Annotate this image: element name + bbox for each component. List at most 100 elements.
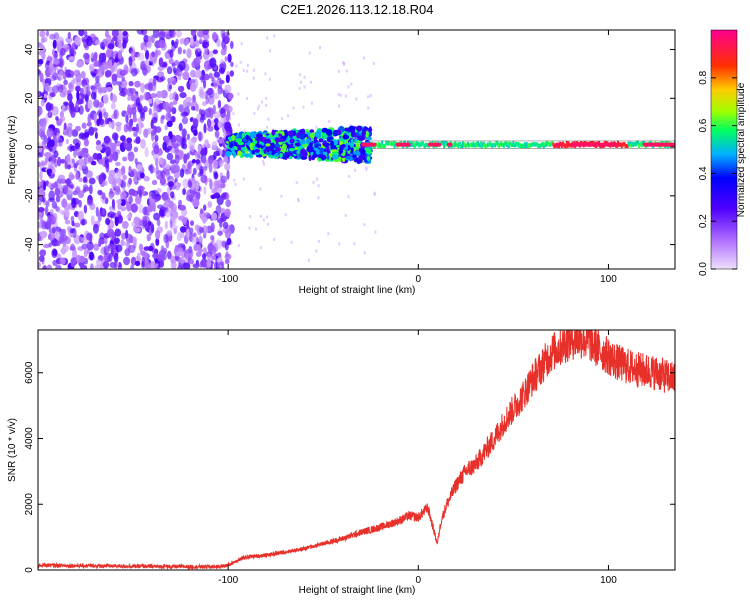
spec-noise-cell xyxy=(143,91,150,101)
spec-noise-cell xyxy=(170,191,175,199)
spec-noise-cell xyxy=(90,85,96,91)
spec-noise-cell xyxy=(145,59,150,66)
colorbar: 0.0 0.2 0.4 0.6 0.8 Normalized spectral ampl… xyxy=(698,29,747,276)
colorbar-tick-label: 0.4 xyxy=(698,166,709,180)
spec-noise-cell xyxy=(120,199,126,207)
spec-noise-cell xyxy=(98,240,102,247)
spec-peak-cell xyxy=(642,142,675,147)
spec-noise-cell xyxy=(169,159,177,164)
spec-noise-cell xyxy=(70,243,76,251)
spec-noise-cell xyxy=(71,158,75,164)
spec-onset-cell xyxy=(358,135,365,141)
spec-noise-cell xyxy=(66,164,72,170)
spec-noise-cell xyxy=(71,220,75,227)
spec-faint-cell xyxy=(232,112,235,116)
spec-noise-cell xyxy=(104,180,108,187)
snr-ytick-label: 2000 xyxy=(24,493,35,516)
snr-series-line xyxy=(38,330,675,570)
spec-faint-cell xyxy=(262,160,265,164)
spec-noise-cell xyxy=(184,168,190,175)
spec-noise-cell xyxy=(38,187,44,197)
spec-noise-cell xyxy=(120,79,128,89)
spec-noise-cell xyxy=(128,234,134,244)
spec-noise-cell xyxy=(114,228,122,237)
spec-noise-cell xyxy=(67,93,73,102)
colorbar-tick-label: 0.0 xyxy=(698,262,709,276)
spec-faint-cell xyxy=(355,97,358,101)
spec-noise-cell xyxy=(227,53,232,63)
spec-faint-cell xyxy=(249,215,252,218)
spec-noise-cell xyxy=(226,105,233,113)
spec-noise-cell xyxy=(182,49,186,54)
spec-noise-cell xyxy=(61,246,66,255)
spec-noise-cell xyxy=(136,164,143,172)
spec-noise-cell xyxy=(86,84,90,93)
spec-noise-cell xyxy=(84,94,88,102)
spec-faint-cell xyxy=(337,92,340,96)
spec-noise-cell xyxy=(169,77,175,82)
spec-carrier-cell xyxy=(392,140,395,145)
spec-noise-cell xyxy=(170,203,178,213)
spec-noise-cell xyxy=(103,135,111,144)
spec-noise-cell xyxy=(207,201,213,208)
spec-faint-cell xyxy=(246,63,249,67)
spec-noise-cell xyxy=(55,195,61,203)
spec-faint-cell xyxy=(237,243,240,247)
spec-noise-cell xyxy=(92,152,98,160)
spec-noise-cell xyxy=(114,216,119,227)
spec-noise-cell xyxy=(210,235,215,241)
spec-noise-cell xyxy=(174,93,179,102)
spec-noise-cell xyxy=(121,241,128,246)
spec-noise-cell xyxy=(166,120,173,128)
spec-noise-cell xyxy=(93,61,99,67)
spec-noise-cell xyxy=(101,209,105,216)
spec-noise-cell xyxy=(40,99,45,107)
spec-noise-cell xyxy=(44,156,50,163)
spec-noise-cell xyxy=(203,186,207,195)
spec-carrier-cell xyxy=(620,144,623,149)
spec-faint-cell xyxy=(315,249,318,253)
spec-noise-cell xyxy=(134,80,141,88)
spec-noise-cell xyxy=(152,253,159,259)
spec-noise-cell xyxy=(49,235,55,241)
spec-noise-cell xyxy=(209,57,217,68)
spec-noise-cell xyxy=(157,253,162,262)
spec-noise-cell xyxy=(83,204,88,214)
spec-carrier-cell xyxy=(476,143,479,148)
spec-noise-cell xyxy=(73,148,77,158)
spec-noise-cell xyxy=(135,136,141,145)
spec-noise-cell xyxy=(38,180,41,188)
spec-noise-cell xyxy=(140,138,146,149)
spec-faint-cell xyxy=(310,80,313,84)
spec-faint-cell xyxy=(242,177,245,181)
spec-noise-cell xyxy=(127,95,132,101)
spec-noise-cell xyxy=(38,221,42,229)
spec-noise-cell xyxy=(44,82,50,92)
spectrogram-marks xyxy=(38,30,675,269)
spec-noise-cell xyxy=(182,188,187,196)
spec-onset-cell xyxy=(268,144,275,151)
spec-onset-cell xyxy=(237,141,245,146)
spec-noise-cell xyxy=(188,138,196,147)
spec-noise-cell xyxy=(83,248,88,257)
spec-noise-cell xyxy=(111,30,119,38)
spec-onset-cell xyxy=(238,131,242,139)
spec-noise-cell xyxy=(38,255,45,262)
spec-noise-cell xyxy=(130,49,136,57)
spec-noise-cell xyxy=(49,209,54,216)
spec-faint-cell xyxy=(257,107,259,111)
spec-onset-cell xyxy=(231,134,235,142)
spec-noise-cell xyxy=(211,212,218,221)
spec-noise-cell xyxy=(206,259,212,268)
spec-onset-cell xyxy=(315,148,321,155)
spec-noise-cell xyxy=(151,248,159,254)
spec-noise-cell xyxy=(45,102,52,112)
spec-noise-cell xyxy=(113,261,118,269)
spec-noise-cell xyxy=(108,243,114,249)
spec-noise-cell xyxy=(195,49,199,57)
colorbar-tick-label: 0.2 xyxy=(698,214,709,228)
spec-onset-cell xyxy=(282,143,287,150)
spec-carrier-cell xyxy=(525,142,528,147)
spec-noise-cell xyxy=(128,56,133,67)
spec-noise-cell xyxy=(213,172,219,180)
